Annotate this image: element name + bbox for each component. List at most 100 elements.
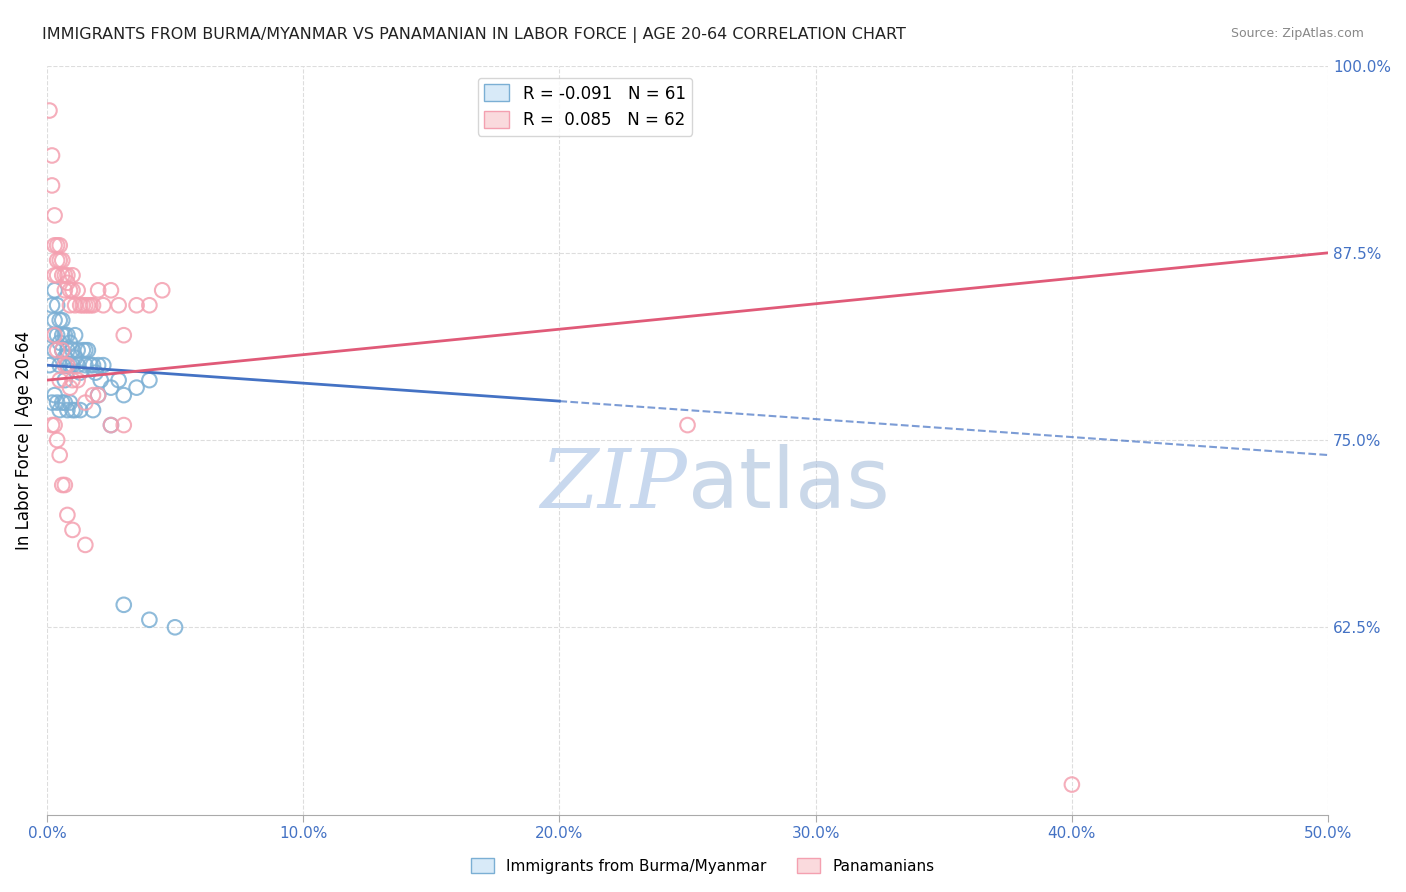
Point xyxy=(63,351,86,365)
Point xyxy=(100,283,122,297)
Point xyxy=(56,328,79,343)
Point xyxy=(676,418,699,433)
Point xyxy=(48,403,70,417)
Point xyxy=(75,298,97,312)
Point xyxy=(62,373,84,387)
Point xyxy=(66,283,89,297)
Point xyxy=(53,283,76,297)
Point xyxy=(69,298,91,312)
Point xyxy=(59,381,82,395)
Point xyxy=(112,328,135,343)
Point xyxy=(107,298,129,312)
Point xyxy=(44,268,66,283)
Point xyxy=(46,268,69,283)
Point xyxy=(46,343,69,358)
Point xyxy=(82,403,104,417)
Point xyxy=(48,238,70,252)
Point xyxy=(51,343,73,358)
Point xyxy=(53,395,76,409)
Text: ZIP: ZIP xyxy=(541,445,688,525)
Point xyxy=(100,381,122,395)
Point xyxy=(62,343,84,358)
Point xyxy=(53,351,76,365)
Point xyxy=(62,283,84,297)
Point xyxy=(44,388,66,402)
Point xyxy=(56,508,79,522)
Point xyxy=(38,358,60,372)
Point xyxy=(51,343,73,358)
Point xyxy=(46,328,69,343)
Point xyxy=(91,298,114,312)
Point xyxy=(77,298,100,312)
Point xyxy=(87,388,110,402)
Point xyxy=(66,343,89,358)
Point xyxy=(79,298,101,312)
Point xyxy=(112,418,135,433)
Point xyxy=(72,343,94,358)
Point xyxy=(41,178,63,193)
Point xyxy=(66,373,89,387)
Point xyxy=(62,403,84,417)
Point xyxy=(56,343,79,358)
Point xyxy=(1060,778,1083,792)
Y-axis label: In Labor Force | Age 20-64: In Labor Force | Age 20-64 xyxy=(15,331,32,549)
Point xyxy=(46,433,69,447)
Point xyxy=(100,418,122,433)
Point xyxy=(56,268,79,283)
Point xyxy=(138,373,160,387)
Point xyxy=(163,620,186,634)
Point xyxy=(125,298,148,312)
Point xyxy=(44,343,66,358)
Point xyxy=(69,403,91,417)
Point xyxy=(48,358,70,372)
Point xyxy=(53,268,76,283)
Point xyxy=(72,298,94,312)
Point xyxy=(41,298,63,312)
Point xyxy=(56,358,79,372)
Point xyxy=(62,268,84,283)
Point xyxy=(75,358,97,372)
Point xyxy=(51,395,73,409)
Point xyxy=(53,478,76,492)
Point xyxy=(77,343,100,358)
Point xyxy=(59,283,82,297)
Point xyxy=(59,335,82,350)
Point xyxy=(41,418,63,433)
Point xyxy=(59,395,82,409)
Point xyxy=(112,598,135,612)
Point xyxy=(59,298,82,312)
Point xyxy=(48,313,70,327)
Point xyxy=(91,358,114,372)
Text: Source: ZipAtlas.com: Source: ZipAtlas.com xyxy=(1230,27,1364,40)
Legend: Immigrants from Burma/Myanmar, Panamanians: Immigrants from Burma/Myanmar, Panamania… xyxy=(465,852,941,880)
Point xyxy=(38,103,60,118)
Text: atlas: atlas xyxy=(688,444,889,525)
Point xyxy=(138,298,160,312)
Point xyxy=(87,358,110,372)
Point xyxy=(44,328,66,343)
Point xyxy=(75,395,97,409)
Point xyxy=(48,448,70,462)
Point xyxy=(41,148,63,162)
Point xyxy=(46,298,69,312)
Point xyxy=(79,358,101,372)
Point xyxy=(75,538,97,552)
Point xyxy=(63,298,86,312)
Point xyxy=(125,381,148,395)
Point xyxy=(51,478,73,492)
Point xyxy=(41,395,63,409)
Point xyxy=(107,373,129,387)
Point xyxy=(44,418,66,433)
Point xyxy=(150,283,173,297)
Point xyxy=(44,313,66,327)
Point xyxy=(62,358,84,372)
Point xyxy=(75,343,97,358)
Point xyxy=(56,358,79,372)
Point xyxy=(44,238,66,252)
Legend: R = -0.091   N = 61, R =  0.085   N = 62: R = -0.091 N = 61, R = 0.085 N = 62 xyxy=(478,78,692,136)
Point xyxy=(56,403,79,417)
Point xyxy=(100,418,122,433)
Text: IMMIGRANTS FROM BURMA/MYANMAR VS PANAMANIAN IN LABOR FORCE | AGE 20-64 CORRELATI: IMMIGRANTS FROM BURMA/MYANMAR VS PANAMAN… xyxy=(42,27,905,43)
Point xyxy=(48,335,70,350)
Point xyxy=(82,358,104,372)
